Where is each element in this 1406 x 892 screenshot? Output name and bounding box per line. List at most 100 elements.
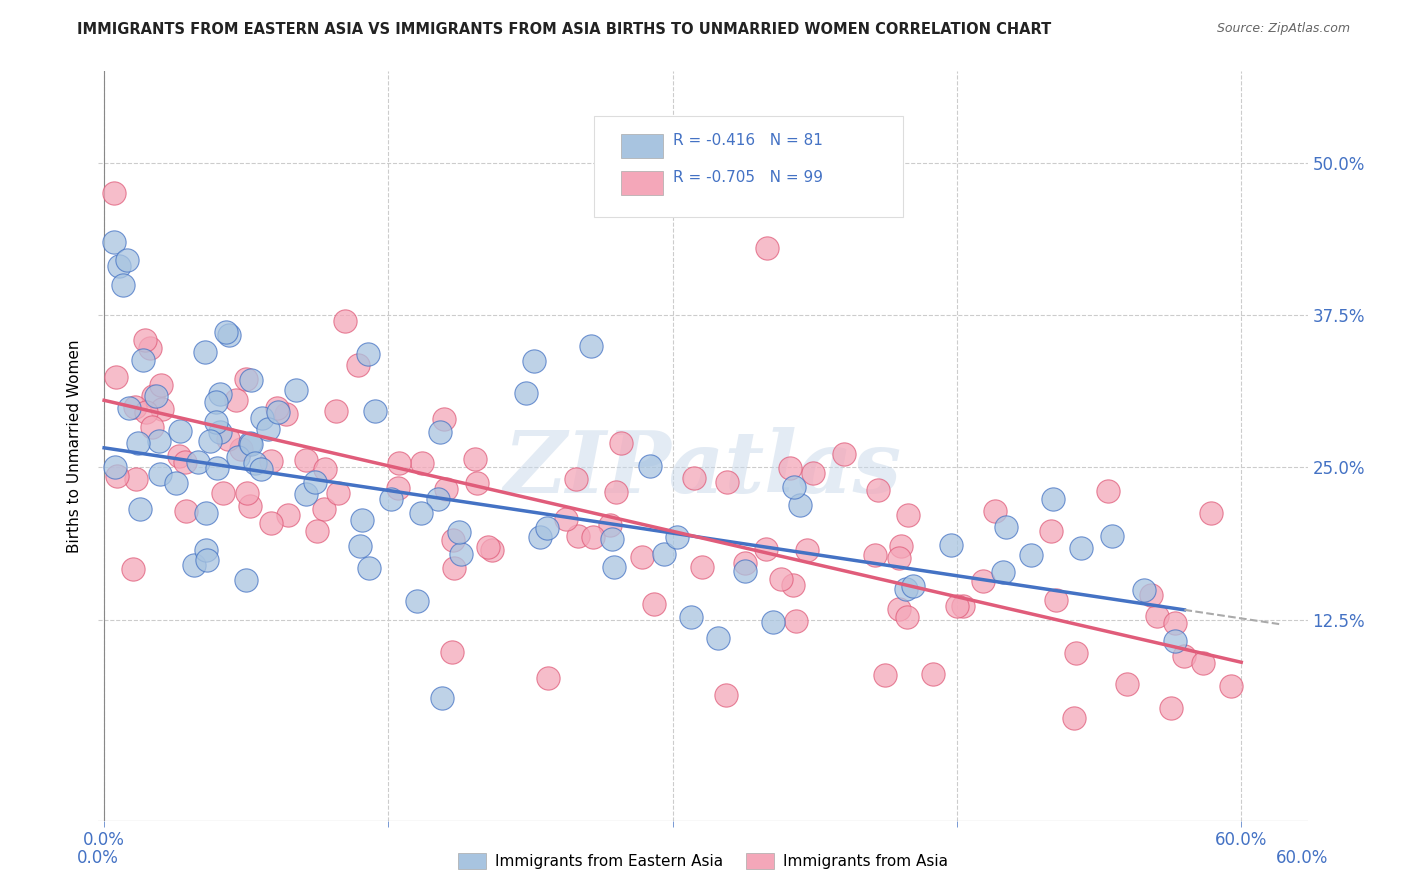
Point xyxy=(1115,677,1137,691)
Point xyxy=(1164,615,1187,630)
Point xyxy=(643,597,665,611)
Point xyxy=(537,671,560,685)
Point xyxy=(266,404,288,418)
Point xyxy=(131,353,153,368)
Point xyxy=(256,422,278,436)
Point xyxy=(1064,646,1087,660)
Point xyxy=(785,614,807,628)
FancyBboxPatch shape xyxy=(621,171,664,195)
Point xyxy=(631,550,654,565)
Point xyxy=(326,486,349,500)
Point xyxy=(239,436,262,450)
Point xyxy=(762,615,785,629)
Legend: Immigrants from Eastern Asia, Immigrants from Asia: Immigrants from Eastern Asia, Immigrants… xyxy=(453,847,953,875)
Point xyxy=(789,498,811,512)
Point xyxy=(716,689,738,703)
Point xyxy=(939,538,962,552)
Point xyxy=(1101,529,1123,543)
Point xyxy=(277,508,299,522)
Point xyxy=(866,483,889,497)
Point xyxy=(863,548,886,562)
Point xyxy=(148,434,170,449)
Point xyxy=(243,456,266,470)
Point xyxy=(359,560,381,574)
Point xyxy=(183,558,205,573)
Point xyxy=(173,455,195,469)
Point xyxy=(803,467,825,481)
Point xyxy=(706,631,728,645)
Point xyxy=(783,480,806,494)
Point xyxy=(755,541,778,556)
Point xyxy=(901,579,924,593)
Point xyxy=(443,560,465,574)
Point xyxy=(112,277,135,292)
Point xyxy=(215,325,238,339)
Point xyxy=(127,436,149,450)
Point xyxy=(600,532,623,546)
Point xyxy=(894,582,917,596)
Point xyxy=(125,472,148,486)
Point xyxy=(108,260,131,274)
Point xyxy=(536,521,558,535)
Point xyxy=(1097,484,1119,499)
Point xyxy=(141,420,163,434)
Point xyxy=(450,547,472,561)
Point xyxy=(260,516,283,531)
Point xyxy=(582,530,605,544)
Point xyxy=(529,530,551,544)
Point xyxy=(347,359,370,373)
Point xyxy=(515,385,537,400)
Text: IMMIGRANTS FROM EASTERN ASIA VS IMMIGRANTS FROM ASIA BIRTHS TO UNMARRIED WOMEN C: IMMIGRANTS FROM EASTERN ASIA VS IMMIGRAN… xyxy=(77,22,1052,37)
Point xyxy=(294,487,316,501)
Point xyxy=(387,481,409,495)
Point xyxy=(103,186,125,201)
Point xyxy=(208,425,231,439)
Point xyxy=(204,415,226,429)
Point xyxy=(896,610,918,624)
Point xyxy=(259,454,281,468)
Point xyxy=(555,512,578,526)
Point xyxy=(599,517,621,532)
Point xyxy=(235,372,257,386)
Text: 60.0%: 60.0% xyxy=(1277,849,1329,867)
Point xyxy=(666,530,689,544)
Point xyxy=(465,476,488,491)
Point xyxy=(250,462,273,476)
Point xyxy=(875,667,897,681)
Point xyxy=(149,467,172,481)
Point xyxy=(194,344,217,359)
Point xyxy=(434,482,457,496)
Point xyxy=(380,492,402,507)
Point xyxy=(304,475,326,490)
Point xyxy=(217,432,239,446)
Point xyxy=(638,458,661,473)
FancyBboxPatch shape xyxy=(621,134,664,158)
Point xyxy=(236,485,259,500)
Point xyxy=(430,691,453,706)
Point xyxy=(139,341,162,355)
Point xyxy=(1164,633,1187,648)
Point xyxy=(128,502,150,516)
Text: 0.0%: 0.0% xyxy=(77,849,120,867)
Point xyxy=(406,594,429,608)
Point xyxy=(716,475,738,489)
Point xyxy=(770,573,793,587)
Point xyxy=(134,333,156,347)
Point xyxy=(796,542,818,557)
Point xyxy=(1199,506,1222,520)
Point xyxy=(276,407,298,421)
Point xyxy=(889,551,911,566)
Point xyxy=(195,506,218,520)
Point xyxy=(440,645,463,659)
Point xyxy=(897,508,920,523)
Point xyxy=(682,471,704,485)
Point xyxy=(523,354,546,368)
Point xyxy=(477,540,499,554)
Point xyxy=(208,386,231,401)
Point xyxy=(198,434,221,448)
Point xyxy=(972,574,994,588)
Point xyxy=(218,328,240,343)
Point xyxy=(388,456,411,470)
Point xyxy=(314,462,336,476)
Point xyxy=(235,573,257,587)
